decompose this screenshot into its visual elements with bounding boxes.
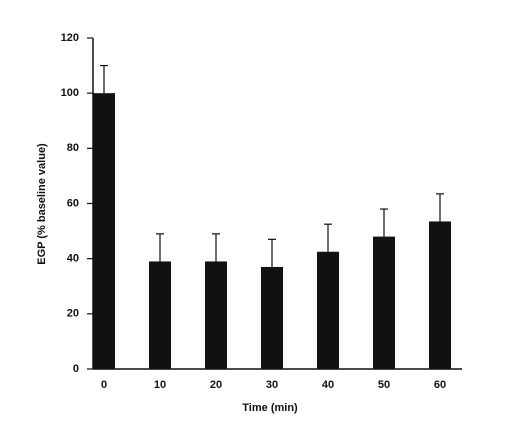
y-tick-label: 60	[67, 197, 79, 209]
y-tick-label: 120	[61, 32, 79, 44]
bar	[373, 236, 395, 369]
y-tick-label: 40	[67, 253, 79, 265]
x-tick-label: 60	[434, 379, 446, 391]
bar	[429, 221, 451, 369]
bar	[93, 93, 115, 370]
bar	[149, 261, 171, 369]
y-tick-label: 80	[67, 142, 79, 154]
bar	[261, 266, 283, 369]
y-axis-label: EGP (% baseline value)	[36, 143, 48, 265]
x-tick-label: 20	[210, 379, 222, 391]
bar	[317, 251, 339, 369]
y-tick-label: 100	[61, 87, 79, 99]
bar	[205, 261, 227, 369]
x-tick-label: 40	[322, 379, 334, 391]
x-tick-label: 0	[101, 379, 107, 391]
y-tick-label: 0	[73, 363, 79, 375]
x-tick-label: 50	[378, 379, 390, 391]
x-tick-label: 10	[154, 379, 166, 391]
x-tick-label: 30	[266, 379, 278, 391]
x-axis-label: Time (min)	[242, 402, 298, 414]
y-tick-label: 20	[67, 308, 79, 320]
